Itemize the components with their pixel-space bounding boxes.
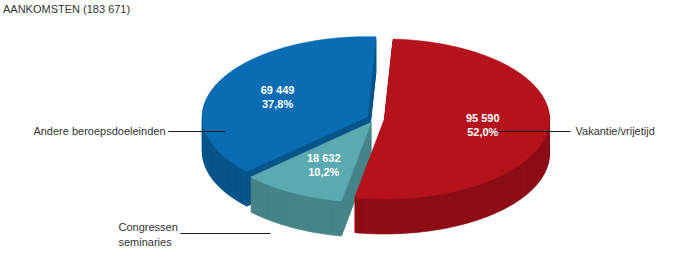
svg-text:Vakantie/vrijetijd: Vakantie/vrijetijd — [576, 125, 655, 137]
svg-text:Andere beroepsdoeleinden: Andere beroepsdoeleinden — [33, 125, 165, 137]
svg-text:18 63210,2%: 18 63210,2% — [307, 152, 341, 178]
svg-text:95 59052,0%: 95 59052,0% — [466, 112, 500, 138]
svg-text:69 44937,8%: 69 44937,8% — [261, 84, 295, 110]
svg-text:Congressenseminaries: Congressenseminaries — [119, 221, 178, 248]
html-text:AANKOMSTEN (183 671): AANKOMSTEN (183 671) — [3, 3, 131, 15]
